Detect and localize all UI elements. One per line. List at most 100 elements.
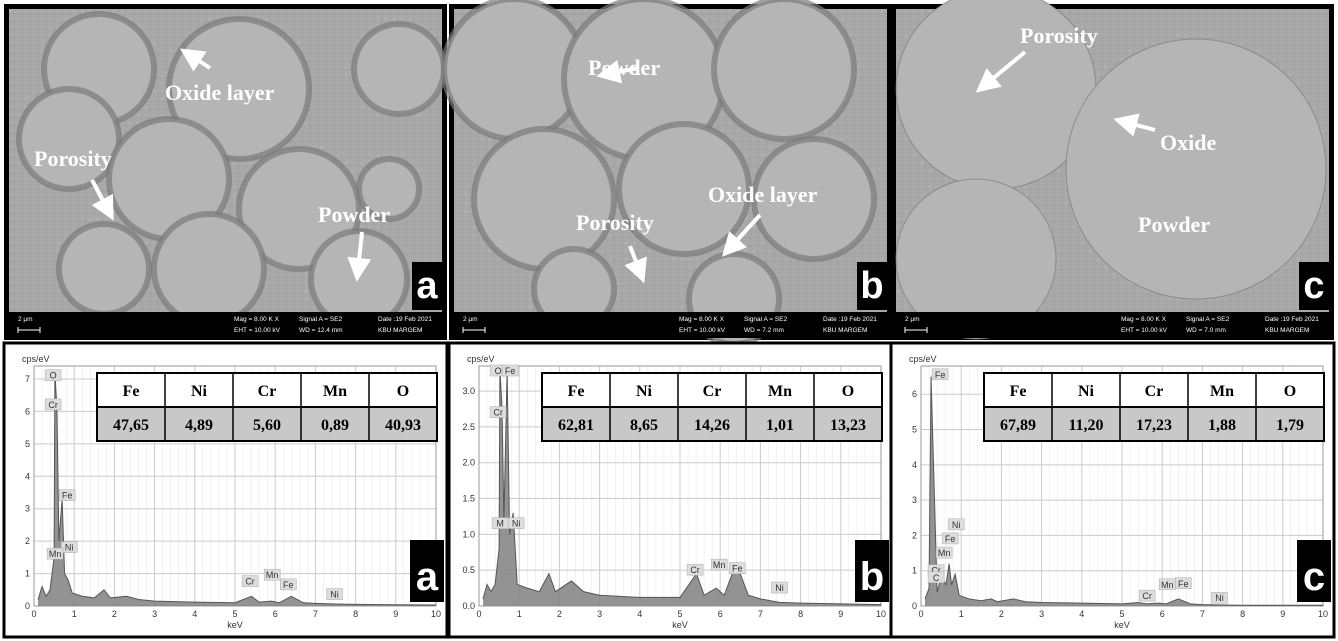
- x-tick-label: 4: [637, 609, 642, 619]
- table-header: Fe: [123, 383, 140, 400]
- peak-label: Ni: [330, 590, 339, 600]
- info-bar: [454, 312, 887, 338]
- scale-bar: [17, 327, 41, 333]
- x-tick-label: 7: [313, 609, 318, 619]
- x-tick-label: 5: [1119, 609, 1124, 619]
- peak-label-box: [931, 368, 949, 381]
- peak-label-box: [1138, 589, 1156, 602]
- table-value: 1,79: [1276, 417, 1304, 434]
- x-tick-label: 10: [876, 609, 886, 619]
- annotation-arrow: [975, 50, 1027, 93]
- y-tick-label: 0.0: [462, 601, 475, 611]
- peak-label-box: [326, 588, 343, 600]
- sem-particle: [16, 86, 122, 192]
- table-header: Mn: [1210, 383, 1234, 400]
- annotation: Oxide: [1160, 130, 1216, 155]
- peak-label: M: [496, 519, 504, 529]
- table-value: 1,01: [766, 417, 794, 434]
- peak-label-box: [280, 578, 297, 591]
- peak-label: Mn: [713, 560, 726, 570]
- peak-label: Ni: [775, 583, 784, 593]
- x-tick-label: 10: [431, 609, 441, 619]
- table-header: Mn: [323, 383, 347, 400]
- annotation: Powder: [588, 55, 660, 80]
- y-tick-label: 2.5: [462, 422, 475, 432]
- peak-label-box: [44, 398, 62, 411]
- table-header: Ni: [636, 383, 653, 400]
- y-axis-label: cps/eV: [467, 354, 495, 364]
- peak-label-box: [507, 517, 525, 529]
- y-axis-label: cps/eV: [22, 354, 50, 364]
- table-value: 11,20: [1068, 417, 1103, 434]
- table-header: O: [842, 383, 854, 400]
- annotation-arrow: [90, 179, 114, 221]
- annotation-arrow: [721, 213, 762, 257]
- peak-label: Mn: [49, 549, 62, 559]
- peak-label-box: [44, 369, 62, 381]
- y-tick-label: 6: [25, 406, 30, 416]
- table-value-row: [96, 406, 438, 442]
- table-value: 14,26: [694, 417, 730, 434]
- scale-label: 2 µm: [463, 316, 478, 323]
- x-tick-label: 3: [1039, 609, 1044, 619]
- sem-info: Date :19 Feb 2021: [1265, 316, 1319, 323]
- x-tick-label: 0: [918, 609, 923, 619]
- panel-letter: c: [1303, 555, 1325, 599]
- sem-info: KBU MARGEM: [823, 327, 867, 334]
- x-tick-label: 3: [597, 609, 602, 619]
- peak-label: Cr: [690, 565, 700, 575]
- sem-info: Signal A = SE2: [1186, 316, 1230, 323]
- letter-box: [857, 262, 887, 310]
- sem-info: WD = 7.0 mm: [1186, 327, 1226, 334]
- sem-particle: [471, 126, 617, 272]
- peak-label: C: [933, 573, 940, 583]
- peak-label: Mn: [1161, 580, 1174, 590]
- peak-label-box: [263, 568, 281, 581]
- y-tick-label: 3: [912, 495, 917, 505]
- sem-info: Mag = 8.00 K X: [679, 316, 725, 323]
- peak-label-box: [58, 489, 76, 501]
- x-tick-label: 8: [798, 609, 803, 619]
- peak-label: Fe: [732, 564, 743, 574]
- panel-letter: c: [1303, 265, 1324, 307]
- y-tick-label: 2.0: [462, 458, 475, 468]
- peak-label-box: [710, 558, 728, 571]
- peak-label-box: [941, 532, 959, 545]
- y-tick-label: 1: [25, 569, 30, 579]
- x-tick-label: 1: [959, 609, 964, 619]
- scale-label: 2 µm: [905, 316, 920, 323]
- letter-box: [855, 540, 889, 602]
- peak-label: Fe: [945, 534, 956, 544]
- y-tick-label: 6: [912, 389, 917, 399]
- y-tick-label: 7: [25, 374, 30, 384]
- peak-label: Fe: [62, 491, 73, 501]
- sem-info: WD = 7.2 mm: [744, 327, 784, 334]
- x-tick-label: 5: [677, 609, 682, 619]
- table-header: Cr: [703, 383, 722, 400]
- x-tick-label: 9: [1280, 609, 1285, 619]
- x-tick-label: 2: [999, 609, 1004, 619]
- y-tick-label: 1.5: [462, 494, 475, 504]
- table-value: 17,23: [1136, 417, 1172, 434]
- annotation: Powder: [318, 202, 390, 227]
- sem-info: Mag = 8.00 K X: [1121, 316, 1167, 323]
- sem-particle: [1065, 38, 1327, 300]
- peak-label-box: [947, 518, 965, 531]
- annotation: Oxide layer: [708, 182, 818, 207]
- peak-label: Fe: [283, 580, 294, 590]
- scale-label: 2 µm: [18, 316, 33, 323]
- x-tick-label: 2: [112, 609, 117, 619]
- peak-label: O: [495, 366, 502, 376]
- annotation-arrow: [347, 231, 372, 282]
- letter-box: [412, 262, 442, 310]
- y-tick-label: 1.0: [462, 529, 475, 539]
- letter-box: [1297, 540, 1331, 602]
- x-tick-label: 5: [232, 609, 237, 619]
- table-value: 8,65: [630, 417, 658, 434]
- y-axis-label: cps/eV: [909, 354, 937, 364]
- x-axis-label: keV: [227, 620, 243, 630]
- x-tick-label: 6: [718, 609, 723, 619]
- table-header: Cr: [1145, 383, 1164, 400]
- sem-particle: [895, 178, 1057, 340]
